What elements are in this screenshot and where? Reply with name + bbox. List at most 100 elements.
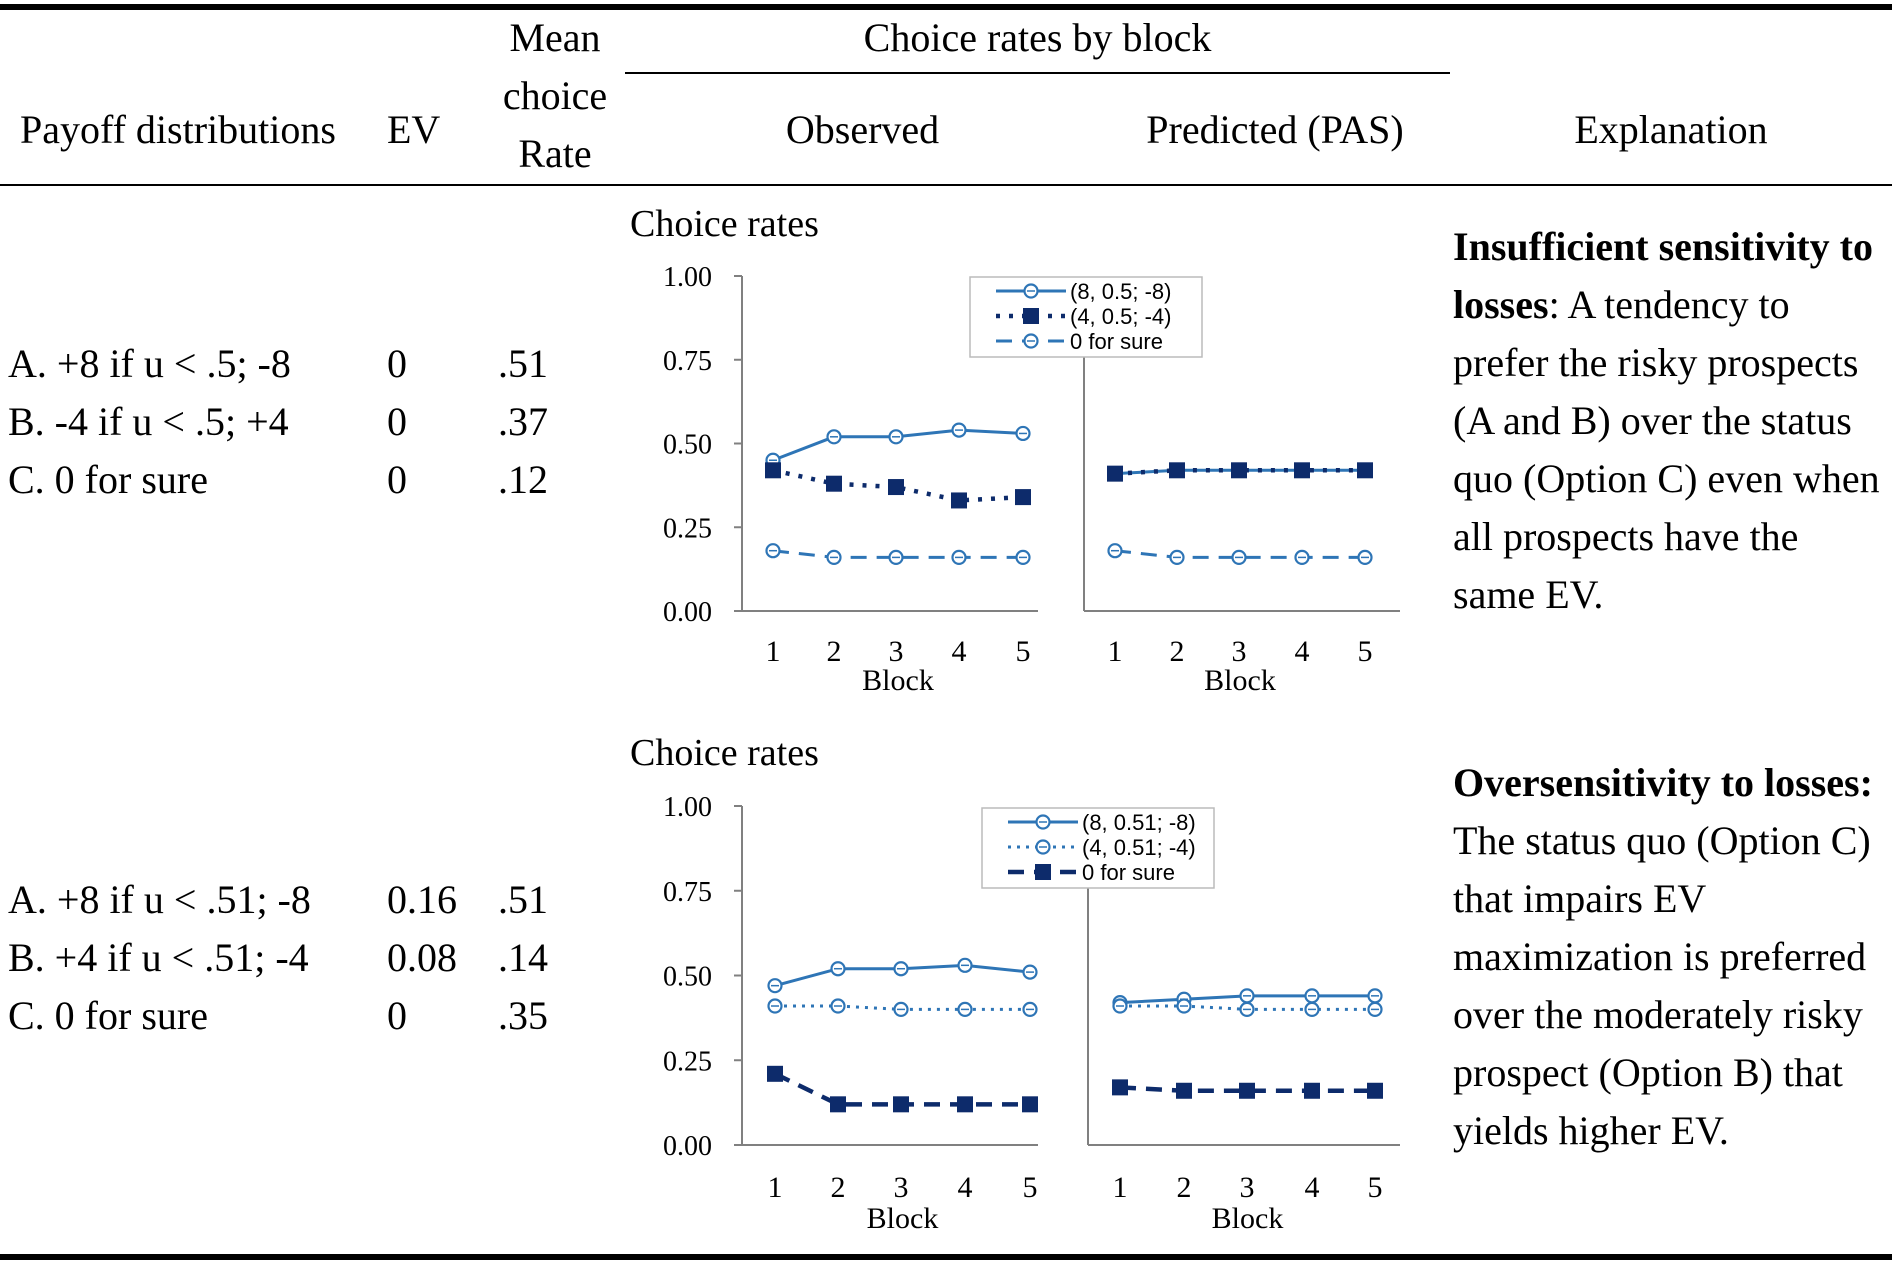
chart1-title: Choice rates bbox=[630, 203, 819, 245]
chart2-ytick-label-5: 0.00 bbox=[663, 1131, 712, 1162]
header-observed: Observed bbox=[785, 107, 940, 152]
row2-option-a: A. +8 if u < .51; -8 bbox=[8, 877, 311, 922]
chart1-observed-xtick-3: 3 bbox=[889, 635, 904, 668]
chart1-predicted-series-3-line bbox=[1114, 549, 1365, 559]
header-mean-line2: choice bbox=[502, 73, 608, 118]
chart1-predicted-series-2-point-4 bbox=[1294, 462, 1310, 479]
header-mean-line3: Rate bbox=[518, 131, 592, 176]
chart2-predicted-series-3-point-2 bbox=[1176, 1082, 1192, 1099]
choice-rates-rule bbox=[625, 72, 1450, 74]
chart2-predicted-xtick-4: 4 bbox=[1305, 1171, 1320, 1204]
row2-ev-b: 0.08 bbox=[387, 935, 457, 980]
row1-rate-b: .37 bbox=[498, 399, 548, 444]
chart1-predicted-series-2-line bbox=[1114, 468, 1365, 476]
row1-option-c: C. 0 for sure bbox=[8, 457, 208, 502]
chart2-predicted-xlabel: Block bbox=[1212, 1202, 1284, 1235]
top-rule bbox=[0, 4, 1892, 10]
header-bottom-rule bbox=[0, 184, 1892, 186]
chart2-observed-xtick-3: 3 bbox=[894, 1171, 909, 1204]
chart2-observed-series-3-point-4 bbox=[957, 1096, 973, 1113]
row1-option-a: A. +8 if u < .5; -8 bbox=[8, 341, 291, 386]
chart2-observed-series-3-point-5 bbox=[1022, 1096, 1038, 1113]
chart1-observed-xtick-1: 1 bbox=[766, 635, 781, 668]
chart1-observed-series-2-point-3 bbox=[888, 479, 904, 496]
chart2-predicted-series-3-point-5 bbox=[1367, 1082, 1383, 1099]
row2-rate-b: .14 bbox=[498, 935, 548, 980]
row2-explanation-text: The status quo (Option C) that impairs E… bbox=[1453, 818, 1871, 1153]
header-payoff: Payoff distributions bbox=[20, 107, 336, 152]
chart1-observed-xtick-5: 5 bbox=[1016, 635, 1031, 668]
chart1-ytick-label-5: 0.00 bbox=[663, 597, 712, 628]
chart2-observed-xtick-5: 5 bbox=[1023, 1171, 1038, 1204]
row1-option-b: B. -4 if u < .5; +4 bbox=[8, 399, 289, 444]
chart2-predicted-series-3-point-1 bbox=[1112, 1079, 1128, 1096]
row2-rate-c: .35 bbox=[498, 993, 548, 1038]
chart1-legend-label-3: 0 for sure bbox=[1070, 329, 1163, 354]
chart2-ytick-label-3: 0.50 bbox=[663, 962, 712, 993]
chart2-observed-xtick-4: 4 bbox=[958, 1171, 973, 1204]
chart2-predicted-xtick-2: 2 bbox=[1177, 1171, 1192, 1204]
row2-ev-c: 0 bbox=[387, 993, 407, 1038]
chart1-observed-series-2-point-1 bbox=[765, 462, 781, 479]
chart1-predicted-xtick-5: 5 bbox=[1358, 635, 1373, 668]
chart1-observed-series-2-point-4 bbox=[951, 492, 967, 509]
chart1-predicted-series-2-point-5 bbox=[1357, 462, 1373, 479]
chart1-observed-series-2-point-5 bbox=[1015, 489, 1031, 506]
chart1-predicted-series-2-point-2 bbox=[1169, 462, 1185, 479]
chart1-legend-label-1: (8, 0.5; -8) bbox=[1070, 279, 1171, 304]
chart1-predicted-xtick-1: 1 bbox=[1108, 635, 1123, 668]
chart2-title: Choice rates bbox=[630, 732, 819, 774]
row2-option-c: C. 0 for sure bbox=[8, 993, 208, 1038]
chart2-observed-xtick-1: 1 bbox=[768, 1171, 783, 1204]
header-choice-rates-by-block: Choice rates by block bbox=[863, 15, 1212, 60]
chart1-predicted-xtick-4: 4 bbox=[1295, 635, 1310, 668]
chart1-predicted-xlabel: Block bbox=[1204, 664, 1276, 697]
row1-ev-a: 0 bbox=[387, 341, 407, 386]
chart1-observed-xtick-4: 4 bbox=[952, 635, 967, 668]
chart1-observed-xlabel: Block bbox=[862, 664, 934, 697]
chart2-predicted-xtick-3: 3 bbox=[1240, 1171, 1255, 1204]
chart2-observed-series-3-point-3 bbox=[893, 1096, 909, 1113]
chart1-legend-label-2: (4, 0.5; -4) bbox=[1070, 304, 1171, 329]
chart2-predicted-xtick-1: 1 bbox=[1113, 1171, 1128, 1204]
chart2-ytick-label-2: 0.75 bbox=[663, 877, 712, 908]
row1-explanation-bold: Insufficient sensitivity to losses bbox=[1453, 224, 1873, 327]
chart1-predicted-series-2-point-1 bbox=[1107, 465, 1123, 482]
row1-rate-a: .51 bbox=[498, 341, 548, 386]
header-predicted: Predicted (PAS) bbox=[1146, 107, 1404, 152]
header-explanation: Explanation bbox=[1574, 107, 1768, 152]
row1-ev-c: 0 bbox=[387, 457, 407, 502]
chart1-predicted-xtick-2: 2 bbox=[1170, 635, 1185, 668]
chart2-observed-series-3-point-2 bbox=[830, 1096, 846, 1113]
chart1-legend-marker-2 bbox=[1023, 308, 1039, 324]
chart1-ytick-label-3: 0.50 bbox=[663, 430, 712, 461]
chart2-legend-label-2: (4, 0.51; -4) bbox=[1082, 835, 1196, 860]
row2-rate-a: .51 bbox=[498, 877, 548, 922]
chart2-predicted-xtick-5: 5 bbox=[1368, 1171, 1383, 1204]
chart2-predicted-series-3-point-4 bbox=[1304, 1082, 1320, 1099]
chart2-observed-xlabel: Block bbox=[867, 1202, 939, 1235]
row2-explanation-bold: Oversensitivity to losses: bbox=[1453, 760, 1873, 805]
header-mean-line1: Mean bbox=[509, 15, 601, 60]
row2-explanation: Oversensitivity to losses: The status qu… bbox=[1453, 754, 1883, 1160]
chart2-predicted-series-3-point-3 bbox=[1239, 1082, 1255, 1099]
chart2-predicted-series-3-line bbox=[1119, 1085, 1375, 1094]
bottom-rule bbox=[0, 1254, 1892, 1260]
chart2-ytick-label-4: 0.25 bbox=[663, 1046, 712, 1077]
chart2-legend-label-1: (8, 0.51; -8) bbox=[1082, 810, 1196, 835]
chart1-observed-xtick-2: 2 bbox=[827, 635, 842, 668]
chart1-predicted-series-2-point-3 bbox=[1231, 462, 1247, 479]
chart1-observed-series-3-line bbox=[772, 549, 1023, 559]
row1-explanation-text: : A tendency to prefer the risky prospec… bbox=[1453, 282, 1880, 617]
chart2-observed-series-3-point-1 bbox=[767, 1065, 783, 1082]
chart2-legend-label-3: 0 for sure bbox=[1082, 860, 1175, 885]
chart2-ytick-label-1: 1.00 bbox=[663, 792, 712, 823]
chart1-observed-series-2-point-2 bbox=[826, 475, 842, 492]
row1-rate-c: .12 bbox=[498, 457, 548, 502]
row1-explanation: Insufficient sensitivity to losses: A te… bbox=[1453, 218, 1883, 624]
chart2-legend-marker-3 bbox=[1035, 864, 1051, 880]
chart2-observed-xtick-2: 2 bbox=[831, 1171, 846, 1204]
chart1-observed-series-2-line bbox=[772, 468, 1024, 503]
chart1-ytick-label-4: 0.25 bbox=[663, 513, 712, 544]
